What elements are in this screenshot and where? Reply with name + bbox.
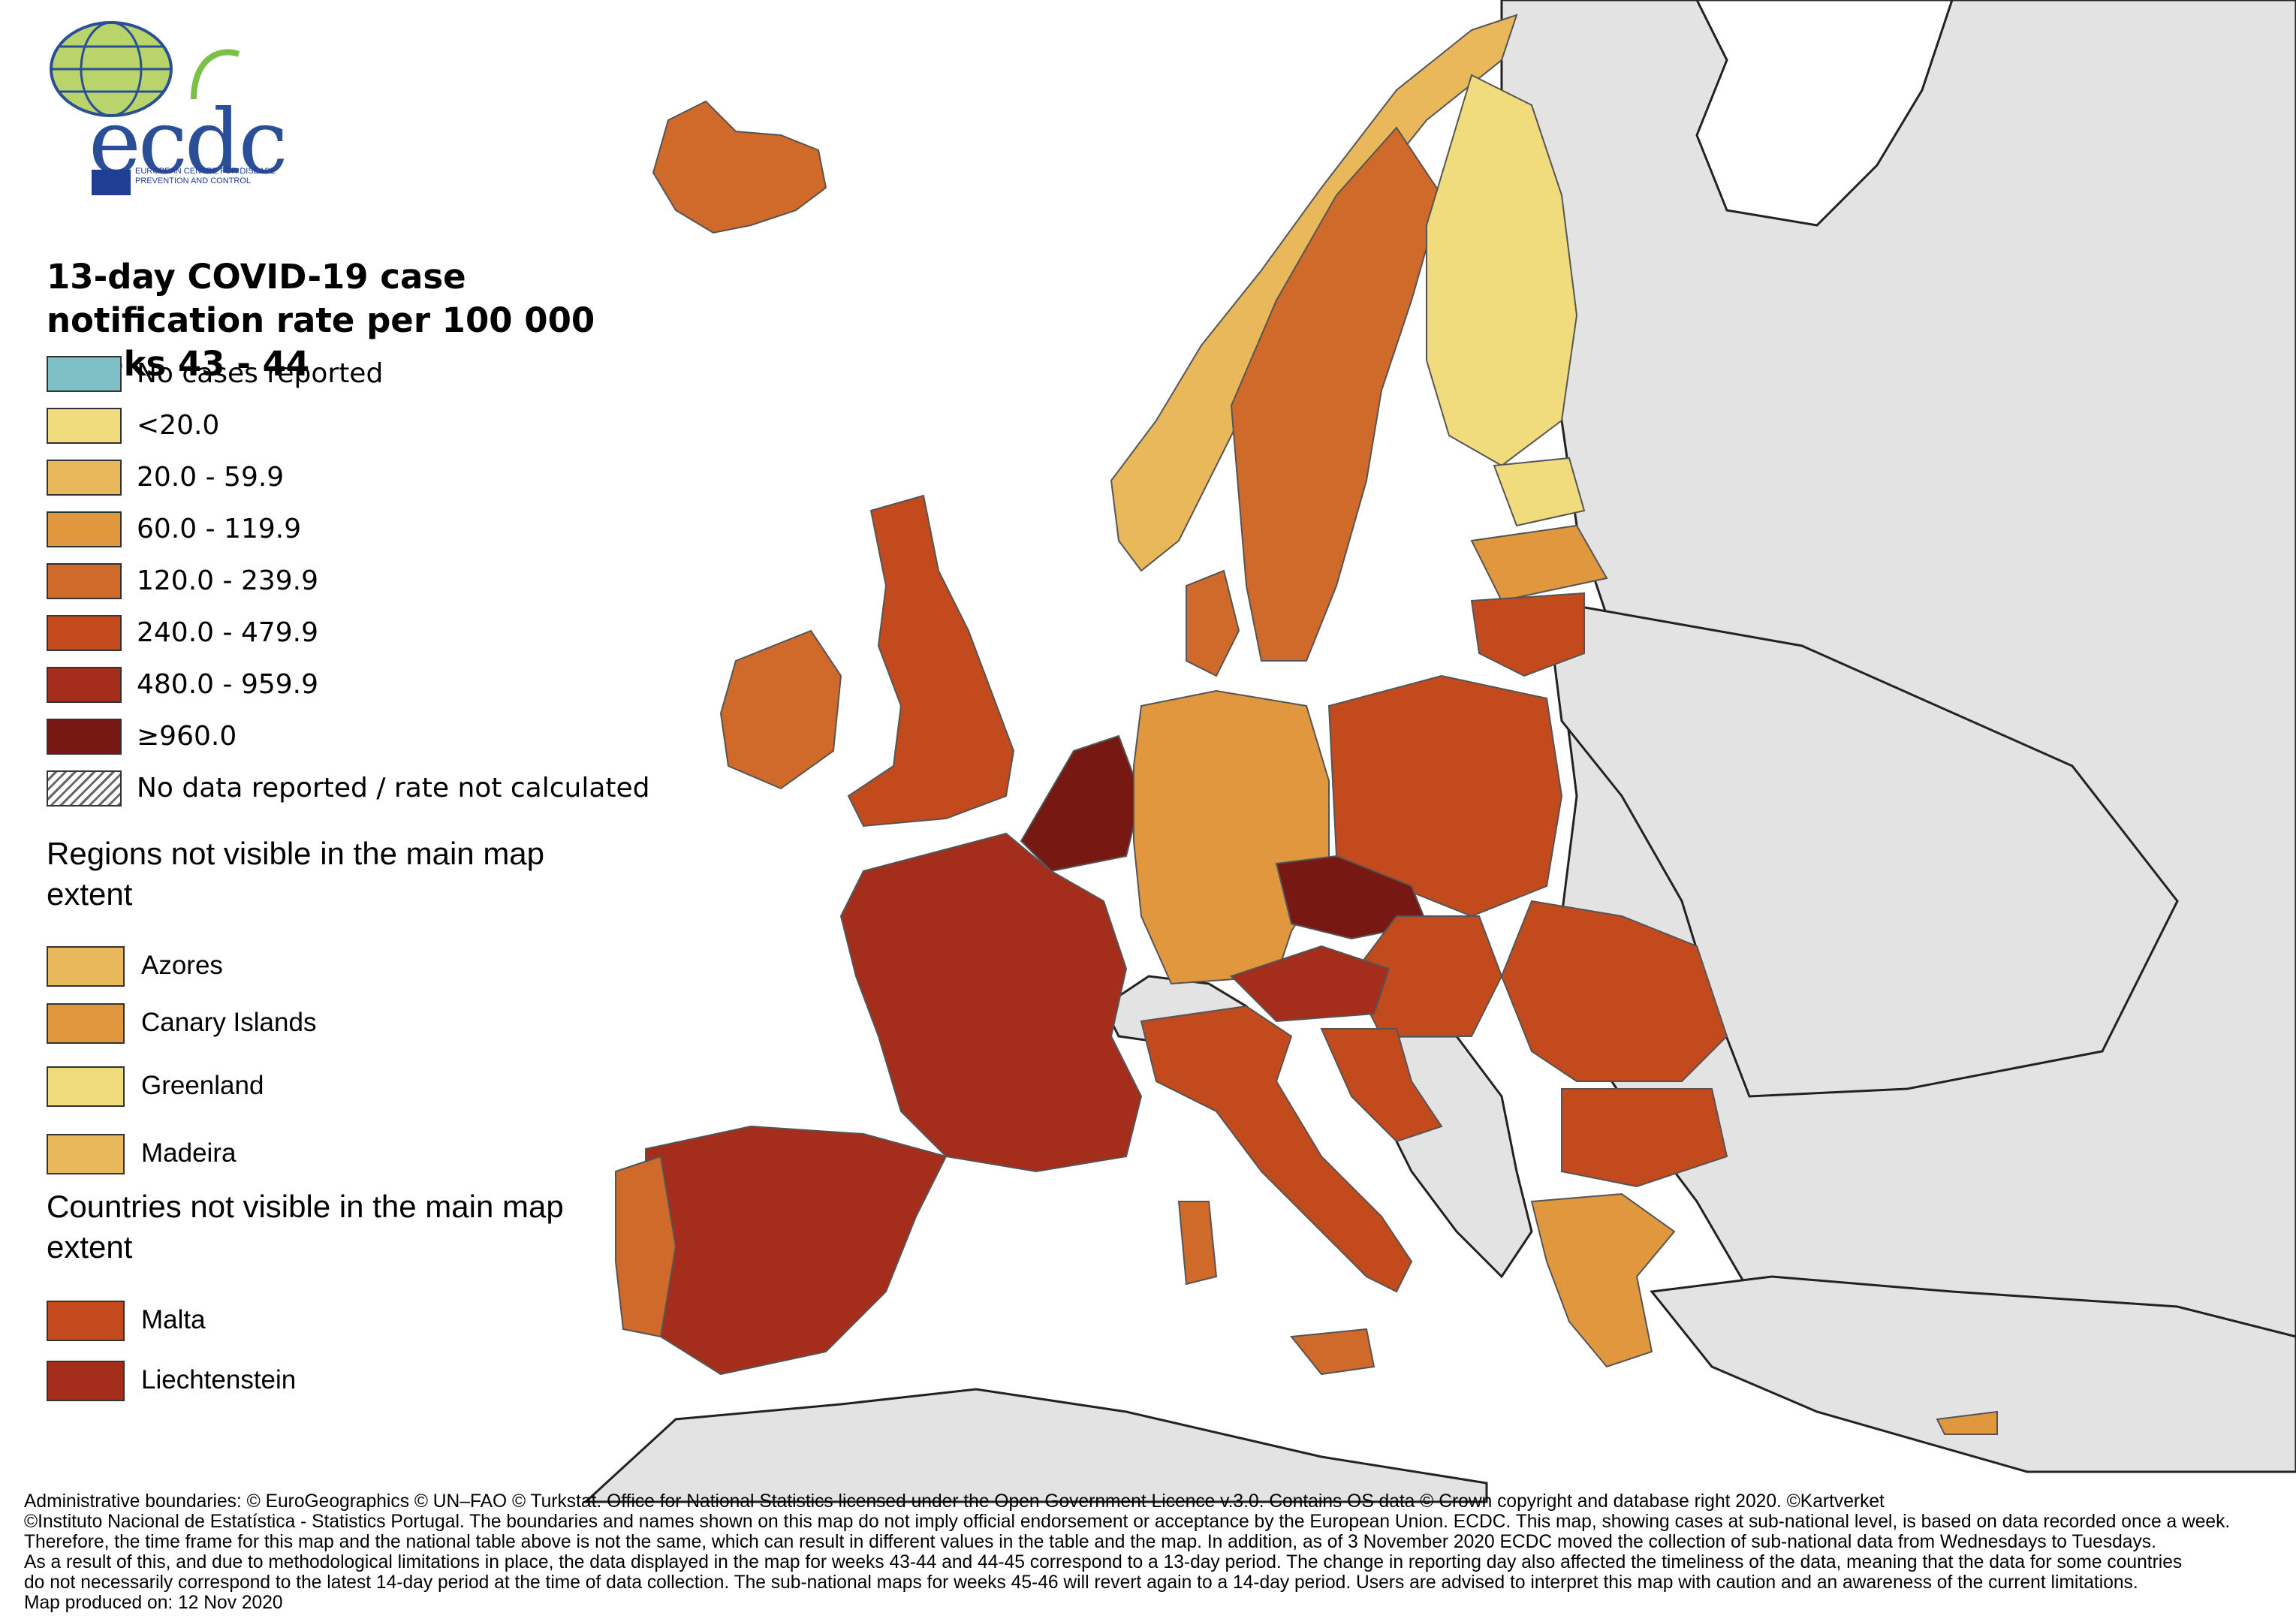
legend-swatch (47, 460, 122, 496)
netherlands-belgium (1020, 734, 1143, 873)
lithuania (1470, 592, 1585, 677)
footer-line: Map produced on: 12 Nov 2020 (24, 1593, 283, 1613)
region-label: Madeira (141, 1138, 237, 1168)
latvia (1470, 524, 1608, 602)
footer-line: do not necessarily correspond to the lat… (24, 1572, 2138, 1593)
estonia (1493, 457, 1586, 527)
legend-label: 60.0 - 119.9 (137, 514, 302, 544)
germany (1133, 689, 1330, 985)
france (839, 832, 1143, 1173)
legend-swatch (47, 511, 122, 547)
footer-line: As a result of this, and due to methodol… (24, 1552, 2183, 1572)
bulgaria (1561, 1088, 1728, 1188)
regions-heading: Regions not visible in the main map exte… (47, 836, 545, 912)
legend-label: No cases reported (137, 358, 384, 389)
legend-swatch (47, 1066, 125, 1107)
legend-swatch (47, 356, 122, 392)
region-item: Azores (47, 945, 497, 990)
legend-row-no-cases: No cases reported (47, 354, 662, 392)
sardinia (1177, 1201, 1218, 1286)
legend-row: 480.0 - 959.9 (47, 665, 662, 703)
sicily (1290, 1328, 1375, 1376)
austria (1230, 945, 1391, 1023)
spain (645, 1125, 948, 1376)
greenland-outline (1695, 0, 1954, 227)
legend-swatch (47, 563, 122, 599)
cyprus (1936, 1410, 1998, 1435)
turkey (1650, 1275, 2296, 1473)
romania (1500, 900, 1728, 1082)
region-label: Azores (141, 951, 223, 980)
portugal (615, 1155, 677, 1338)
legend-label: ≥960.0 (137, 721, 237, 752)
north-africa (583, 1388, 1488, 1503)
legend-label: 120.0 - 239.9 (137, 565, 318, 596)
uk (847, 494, 1015, 828)
legend-swatch (47, 1361, 125, 1401)
legend-row-no-data: No data reported / rate not calculated (47, 769, 662, 806)
legend-label: 20.0 - 59.9 (137, 462, 285, 493)
footer-line: Administrative boundaries: © EuroGeograp… (24, 1491, 1885, 1512)
legend-row: 120.0 - 239.9 (47, 562, 662, 599)
norway (1110, 14, 1518, 572)
legend-swatch (47, 1003, 125, 1044)
footer-line: Therefore, the time frame for this map a… (24, 1532, 2156, 1552)
denmark (1186, 569, 1240, 677)
legend-swatch (47, 615, 122, 651)
legend-swatch (47, 667, 122, 703)
legend-swatch (47, 1301, 125, 1341)
legend-label: 240.0 - 479.9 (137, 617, 318, 648)
legend-row: 240.0 - 479.9 (47, 614, 662, 651)
legend-label: No data reported / rate not calculated (137, 773, 650, 803)
legend-label: 480.0 - 959.9 (137, 669, 318, 700)
region-label: Canary Islands (141, 1008, 317, 1037)
country-label: Liechtenstein (141, 1365, 297, 1394)
legend-swatch (47, 719, 122, 755)
country-label: Malta (141, 1305, 206, 1334)
globe-icon (50, 21, 240, 117)
legend-row: <20.0 (47, 406, 662, 444)
greece (1530, 1192, 1676, 1368)
legend-swatch (47, 408, 122, 444)
legend-label: <20.0 (137, 410, 220, 441)
footer-line: ©Instituto Nacional de Estatística - Sta… (24, 1512, 2231, 1532)
legend-swatch (47, 1134, 125, 1174)
iceland (652, 100, 827, 234)
region-item: Canary Islands (47, 1002, 497, 1047)
region-item: Greenland (47, 1065, 497, 1110)
footer-notes: Administrative boundaries: © EuroGeograp… (24, 1491, 2276, 1613)
finland (1426, 74, 1578, 467)
legend-row: 60.0 - 119.9 (47, 510, 662, 547)
sweden (1230, 126, 1443, 662)
slovenia-croatia (1320, 1028, 1443, 1143)
logo-agency-name: EUROPEAN CENTRE FOR DISEASE PREVENTION A… (135, 167, 276, 185)
region-label: Greenland (141, 1071, 264, 1100)
eu-flag-icon (92, 170, 131, 195)
italy (1140, 1005, 1413, 1293)
countries-heading: Countries not visible in the main map ex… (47, 1189, 564, 1265)
ireland (719, 629, 842, 790)
country-item: Liechtenstein (47, 1359, 497, 1404)
legend-row: ≥960.0 (47, 717, 662, 755)
legend-row: 20.0 - 59.9 (47, 458, 662, 496)
country-item: Malta (47, 1299, 497, 1344)
legend-swatch-hatched (47, 770, 122, 806)
region-item: Madeira (47, 1132, 497, 1177)
legend-swatch (47, 946, 125, 987)
